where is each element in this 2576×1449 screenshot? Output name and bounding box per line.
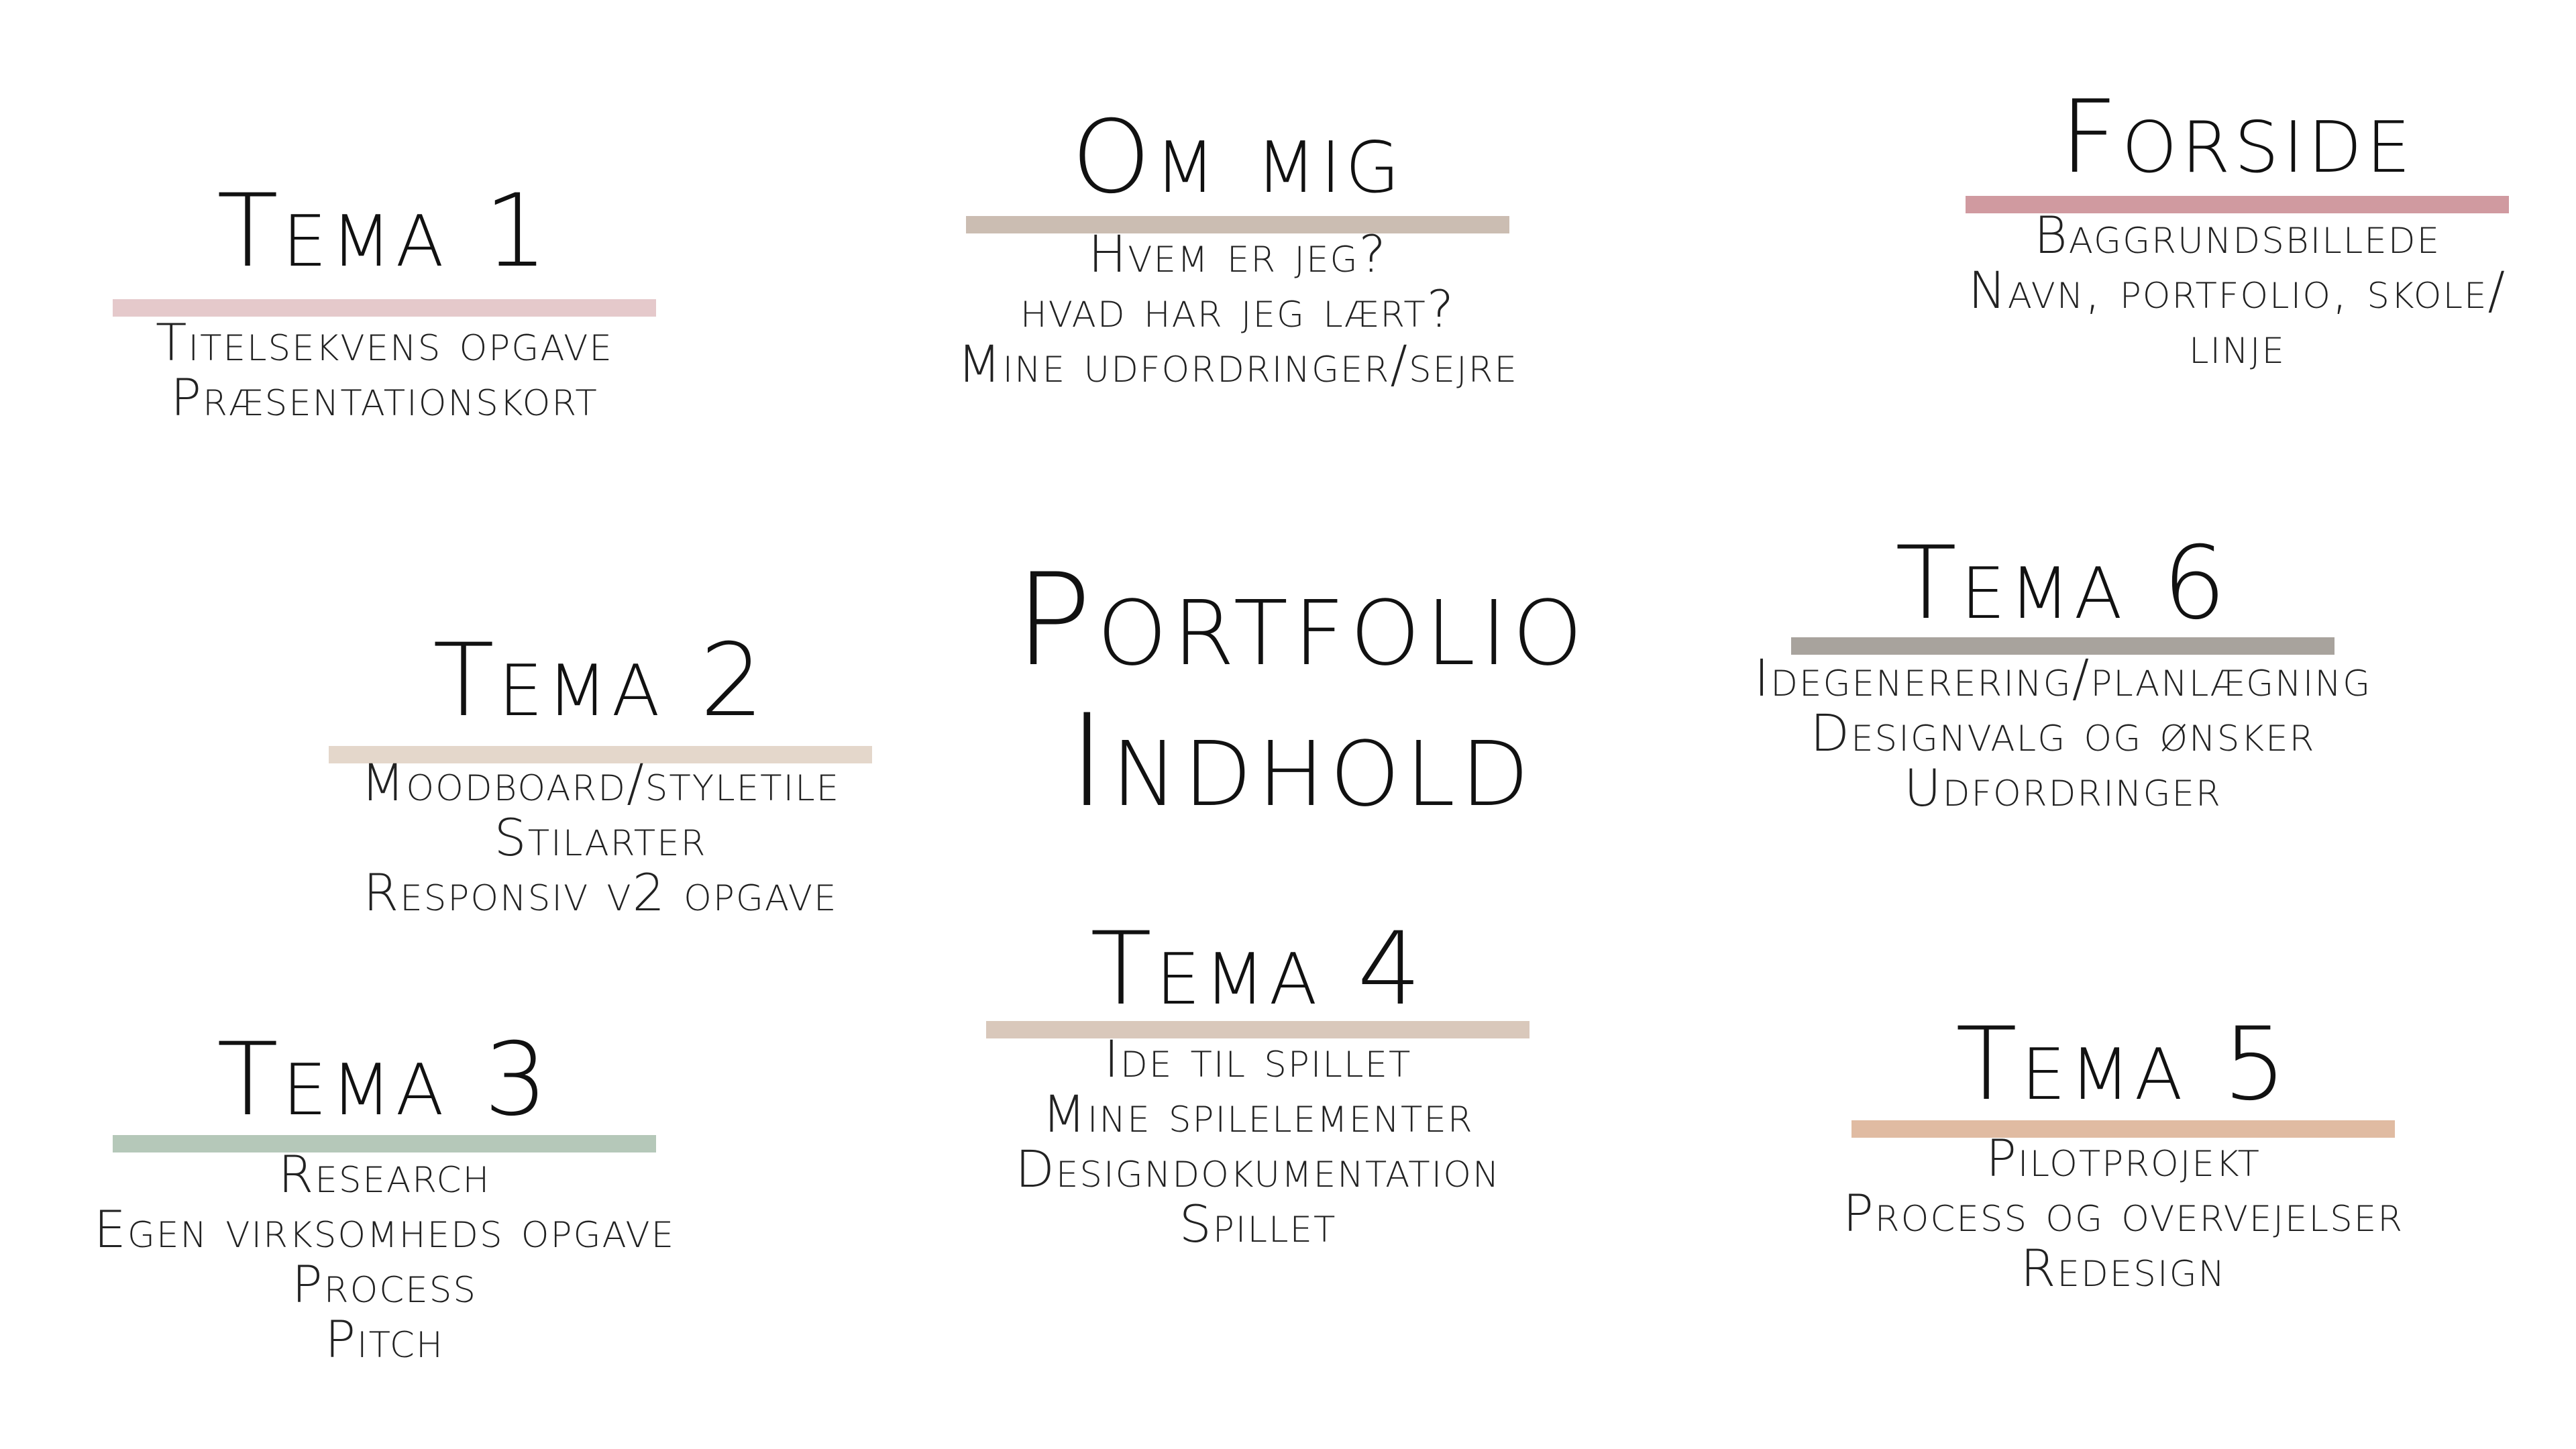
list-item: Ide til spillet bbox=[1104, 1029, 1412, 1089]
section-title-tema1: Tema 1 bbox=[217, 173, 552, 290]
list-item: Spillet bbox=[1179, 1194, 1337, 1254]
list-item: hvad har jeg lært? bbox=[1020, 279, 1456, 339]
item-list-tema2: Moodboard/styletile Stilarter Responsiv … bbox=[282, 755, 919, 920]
item-list-tema3: Research Egen virksomheds opgave Process… bbox=[27, 1147, 742, 1367]
list-item: Pilotprojekt bbox=[1986, 1128, 2261, 1188]
section-title-tema4: Tema 4 bbox=[1090, 911, 1426, 1028]
divider-bar-tema1 bbox=[113, 299, 656, 317]
item-list-om-mig: Hvem er jeg? hvad har jeg lært? Mine udf… bbox=[892, 227, 1583, 392]
section-title-tema2: Tema 2 bbox=[433, 623, 768, 739]
item-list-tema5: Pilotprojekt Process og overvejelser Red… bbox=[1771, 1131, 2475, 1296]
list-item: Titelsekvens opgave bbox=[156, 313, 613, 372]
divider-bar-tema2 bbox=[329, 746, 872, 763]
section-title-tema6: Tema 6 bbox=[1895, 525, 2231, 642]
list-item: linje bbox=[2189, 315, 2286, 375]
list-item: Mine spilelementer bbox=[1042, 1084, 1474, 1144]
list-item: Process bbox=[291, 1254, 478, 1314]
section-title-forside: Forside bbox=[2059, 79, 2415, 196]
list-item: Mine udfordringer/sejre bbox=[957, 334, 1519, 394]
list-item: Hvem er jeg? bbox=[1088, 224, 1387, 284]
list-item: Præsentationskort bbox=[170, 368, 598, 427]
list-item: Process og overvejelser bbox=[1842, 1183, 2404, 1243]
list-item: Idegenerering/planlægning bbox=[1754, 648, 2372, 708]
list-item: Stilarter bbox=[494, 808, 707, 867]
section-title-tema3: Tema 3 bbox=[217, 1022, 552, 1138]
portfolio-title-line2: Indhold bbox=[1068, 687, 1535, 835]
item-list-forside: Baggrundsbillede Navn, portfolio, skole/… bbox=[1892, 208, 2576, 373]
list-item: Baggrundsbillede bbox=[2033, 205, 2441, 265]
list-item: Pitch bbox=[325, 1309, 444, 1369]
item-list-tema4: Ide til spillet Mine spilelementer Desig… bbox=[939, 1032, 1576, 1252]
divider-bar-tema5 bbox=[1851, 1120, 2395, 1138]
list-item: Responsiv v2 opgave bbox=[363, 863, 838, 922]
divider-bar-forside bbox=[1966, 196, 2509, 213]
list-item: Redesign bbox=[2020, 1238, 2226, 1298]
list-item: Navn, portfolio, skole/ bbox=[1968, 260, 2507, 320]
portfolio-title-line1: Portfolio bbox=[1014, 546, 1589, 694]
list-item: Designvalg og ønsker bbox=[1810, 703, 2316, 763]
portfolio-title: Portfolio Indhold bbox=[1000, 550, 1603, 832]
divider-bar-tema6 bbox=[1791, 637, 2334, 655]
list-item: Egen virksomheds opgave bbox=[93, 1199, 676, 1259]
list-item: Moodboard/styletile bbox=[360, 753, 841, 812]
list-item: Research bbox=[278, 1144, 491, 1204]
list-item: Udfordringer bbox=[1904, 758, 2222, 818]
divider-bar-tema4 bbox=[986, 1021, 1529, 1038]
section-title-om-mig: Om mig bbox=[1071, 99, 1404, 216]
list-item: Designdokumentation bbox=[1015, 1139, 1501, 1199]
item-list-tema1: Titelsekvens opgave Præsentationskort bbox=[67, 315, 702, 425]
divider-bar-tema3 bbox=[113, 1135, 656, 1152]
item-list-tema6: Idegenerering/planlægning Designvalg og … bbox=[1677, 651, 2449, 816]
divider-bar-om-mig bbox=[966, 216, 1509, 233]
section-title-tema5: Tema 5 bbox=[1955, 1006, 2291, 1123]
